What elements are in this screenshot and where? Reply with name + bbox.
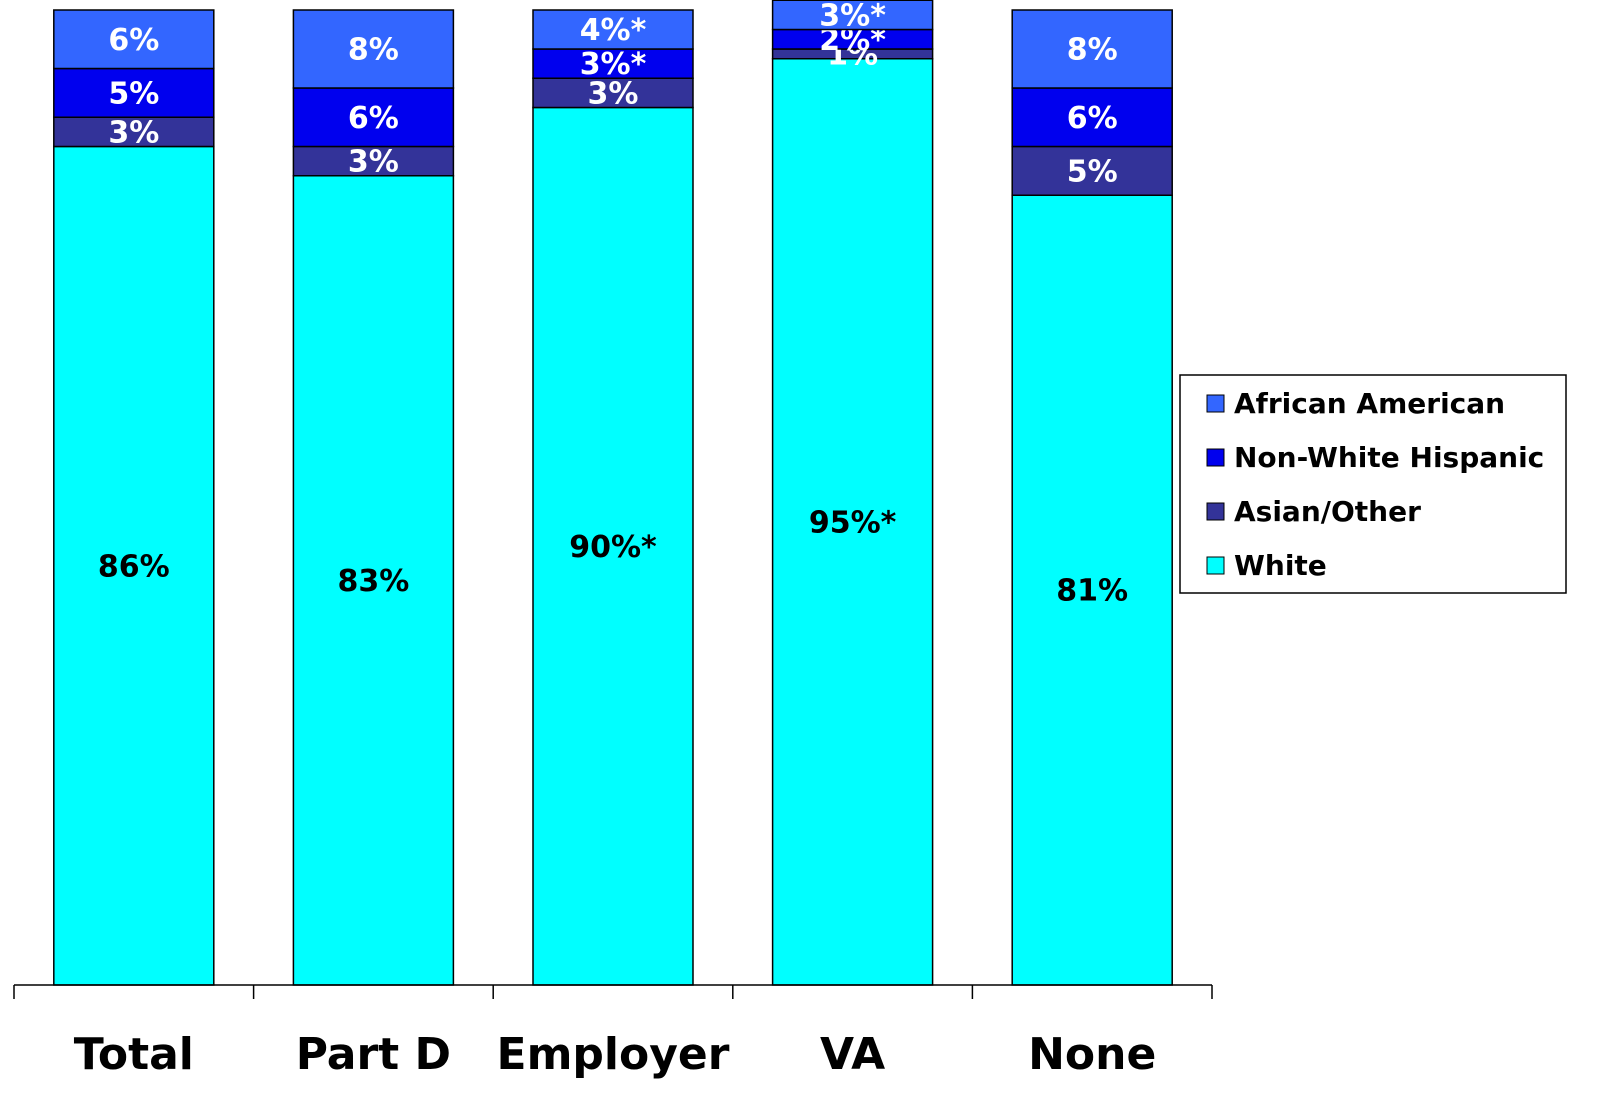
data-label: 90%* <box>569 530 657 565</box>
x-tick-label: Total <box>74 1029 194 1080</box>
x-tick-label: None <box>1028 1029 1156 1080</box>
legend-swatch <box>1206 556 1225 575</box>
data-label: 6% <box>108 23 159 58</box>
data-label: 86% <box>98 549 170 584</box>
bar-segment <box>771 0 934 31</box>
legend-label: African American <box>1234 387 1505 420</box>
data-label: 6% <box>348 101 399 136</box>
legend-label: Asian/Other <box>1234 495 1421 528</box>
x-tick-label: Employer <box>497 1029 730 1080</box>
bar-segment <box>532 9 694 50</box>
bar-segment <box>292 87 455 148</box>
data-label: 3% <box>588 76 639 111</box>
legend-swatch <box>1206 448 1225 467</box>
bar-segment <box>1011 9 1173 89</box>
legend-swatch <box>1206 502 1225 521</box>
x-tick-label: VA <box>820 1029 885 1080</box>
data-label: 6% <box>1067 101 1118 136</box>
data-label: 95%* <box>809 505 897 540</box>
bar-segment <box>532 48 694 79</box>
bar-segment <box>53 145 215 986</box>
data-label: 5% <box>1067 154 1118 189</box>
data-label: 3% <box>108 115 159 150</box>
data-label: 8% <box>1067 33 1118 68</box>
data-label: 5% <box>108 76 159 111</box>
bar-segment <box>292 9 455 89</box>
data-label: 83% <box>337 564 409 599</box>
bar-segment <box>1011 145 1173 196</box>
data-label: 3%* <box>580 47 647 82</box>
legend-label: White <box>1234 549 1327 582</box>
data-label: 4%* <box>580 13 647 48</box>
x-tick-label: Part D <box>296 1029 451 1080</box>
bar-segment <box>53 9 215 70</box>
bar-segment <box>292 145 455 177</box>
data-label: 3%* <box>819 0 886 33</box>
legend-swatch <box>1206 394 1225 413</box>
legend-label: Non-White Hispanic <box>1234 441 1544 474</box>
bar-segment <box>532 77 694 109</box>
data-label: 81% <box>1056 574 1128 609</box>
bar-segment <box>53 116 215 148</box>
bar-segment <box>1011 87 1173 148</box>
legend-box <box>1179 374 1567 594</box>
bar-segment <box>292 175 455 986</box>
bar-segment <box>771 58 934 986</box>
data-label: 3% <box>348 145 399 180</box>
data-label: 8% <box>348 33 399 68</box>
bar-segment <box>1011 194 1173 986</box>
